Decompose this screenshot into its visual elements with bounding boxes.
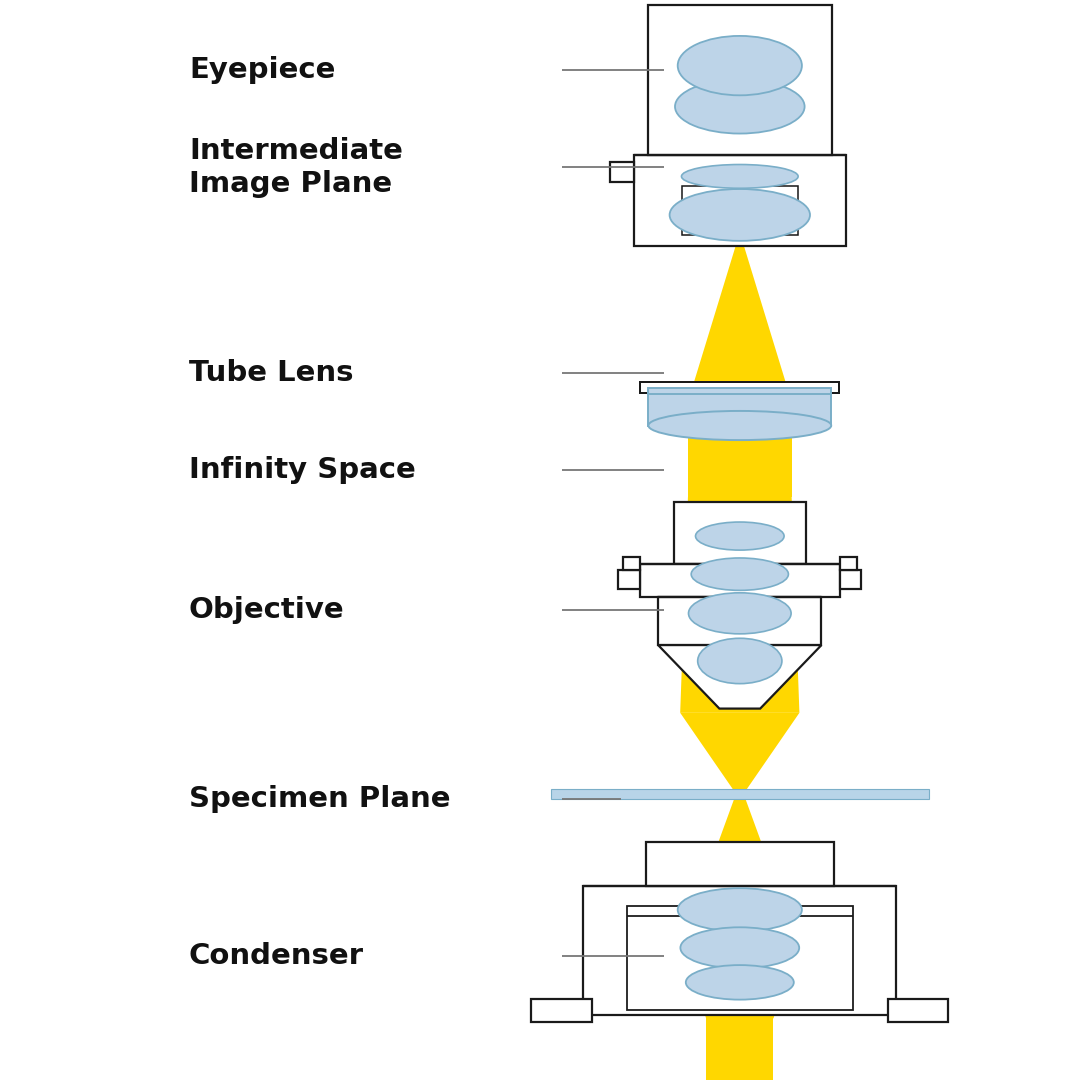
Bar bbox=[648, 393, 832, 426]
Polygon shape bbox=[706, 1018, 773, 1080]
Text: Infinity Space: Infinity Space bbox=[189, 456, 416, 484]
Bar bbox=[674, 502, 806, 564]
Polygon shape bbox=[688, 402, 792, 497]
Polygon shape bbox=[696, 11, 784, 162]
Bar bbox=[681, 187, 798, 206]
Bar bbox=[839, 569, 861, 589]
Bar bbox=[531, 999, 592, 1023]
Ellipse shape bbox=[686, 966, 794, 1000]
Bar bbox=[634, 154, 846, 246]
Polygon shape bbox=[683, 794, 797, 940]
Bar bbox=[648, 389, 832, 394]
Bar bbox=[839, 557, 856, 570]
Text: Condenser: Condenser bbox=[189, 942, 364, 970]
Ellipse shape bbox=[675, 80, 805, 134]
Bar bbox=[551, 788, 929, 798]
Text: Objective: Objective bbox=[189, 596, 345, 624]
Bar bbox=[627, 906, 852, 1010]
Ellipse shape bbox=[681, 164, 798, 188]
Ellipse shape bbox=[680, 928, 799, 969]
Ellipse shape bbox=[691, 558, 788, 591]
Polygon shape bbox=[658, 645, 822, 708]
Ellipse shape bbox=[678, 36, 802, 95]
Ellipse shape bbox=[698, 638, 782, 684]
Bar bbox=[681, 215, 798, 235]
Ellipse shape bbox=[689, 593, 791, 634]
Polygon shape bbox=[696, 162, 784, 243]
Polygon shape bbox=[683, 940, 797, 1018]
Bar bbox=[658, 597, 822, 645]
Text: Eyepiece: Eyepiece bbox=[189, 56, 336, 84]
Ellipse shape bbox=[696, 522, 784, 550]
Polygon shape bbox=[688, 243, 792, 402]
Bar bbox=[619, 569, 640, 589]
Bar bbox=[610, 162, 634, 181]
Ellipse shape bbox=[670, 189, 810, 241]
Bar bbox=[888, 999, 948, 1023]
Bar bbox=[583, 886, 896, 1015]
Bar bbox=[640, 382, 839, 393]
Text: Tube Lens: Tube Lens bbox=[189, 359, 353, 387]
Bar bbox=[646, 842, 834, 886]
Ellipse shape bbox=[648, 410, 832, 441]
Polygon shape bbox=[680, 713, 799, 794]
Polygon shape bbox=[680, 497, 799, 713]
Bar bbox=[623, 557, 640, 570]
Ellipse shape bbox=[678, 888, 802, 931]
Bar bbox=[640, 564, 839, 597]
Text: Specimen Plane: Specimen Plane bbox=[189, 785, 450, 813]
Text: Intermediate
Image Plane: Intermediate Image Plane bbox=[189, 137, 403, 198]
Bar bbox=[648, 5, 832, 154]
